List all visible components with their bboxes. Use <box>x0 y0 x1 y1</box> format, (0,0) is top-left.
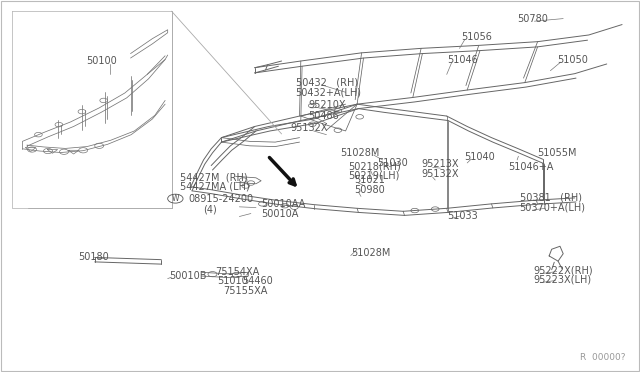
Text: 50100: 50100 <box>86 57 117 66</box>
Text: 51040: 51040 <box>465 152 495 162</box>
Text: 75155XA: 75155XA <box>223 286 267 296</box>
Text: 51046+A: 51046+A <box>508 163 554 172</box>
Text: 75154XA: 75154XA <box>215 267 259 277</box>
Text: 50432   (RH): 50432 (RH) <box>296 78 358 87</box>
Text: 54427M  (RH): 54427M (RH) <box>180 172 248 182</box>
Text: 50010B: 50010B <box>169 271 207 281</box>
Text: 50010A: 50010A <box>261 209 298 219</box>
Text: 95223X(LH): 95223X(LH) <box>534 275 592 285</box>
Text: 95222X(RH): 95222X(RH) <box>534 266 593 276</box>
Text: 50381   (RH): 50381 (RH) <box>520 193 582 203</box>
Text: 51033: 51033 <box>447 211 477 221</box>
Text: 54460: 54460 <box>242 276 273 286</box>
Text: 95213X: 95213X <box>421 160 459 169</box>
Text: 51028M: 51028M <box>340 148 380 157</box>
Text: W: W <box>172 194 179 203</box>
Text: 95132X: 95132X <box>291 123 328 133</box>
Text: 51055M: 51055M <box>538 148 577 158</box>
Text: 95132X: 95132X <box>421 169 459 179</box>
Text: 51030: 51030 <box>378 158 408 168</box>
Text: 50980: 50980 <box>355 185 385 195</box>
Text: 50370+A(LH): 50370+A(LH) <box>520 202 586 212</box>
Text: 51010: 51010 <box>218 276 248 286</box>
Text: 08915-24200: 08915-24200 <box>188 194 253 203</box>
Text: 50486: 50486 <box>308 111 339 121</box>
Text: 50010AA: 50010AA <box>261 199 305 209</box>
Text: 51050: 51050 <box>557 55 588 64</box>
Text: 95210X: 95210X <box>308 100 346 110</box>
Text: 50218(RH): 50218(RH) <box>348 161 401 171</box>
Text: 50180: 50180 <box>78 252 109 262</box>
Text: 51028M: 51028M <box>351 248 390 258</box>
Text: R  00000?: R 00000? <box>580 353 626 362</box>
Text: 50780: 50780 <box>517 14 548 23</box>
Text: 50432+A(LH): 50432+A(LH) <box>296 87 362 97</box>
Text: 51021: 51021 <box>355 175 385 185</box>
Text: (4): (4) <box>204 204 217 214</box>
Text: 51046: 51046 <box>447 55 477 64</box>
Text: 50219(LH): 50219(LH) <box>348 171 399 181</box>
Text: 51056: 51056 <box>461 32 492 42</box>
Text: 54427MA (LH): 54427MA (LH) <box>180 182 250 192</box>
